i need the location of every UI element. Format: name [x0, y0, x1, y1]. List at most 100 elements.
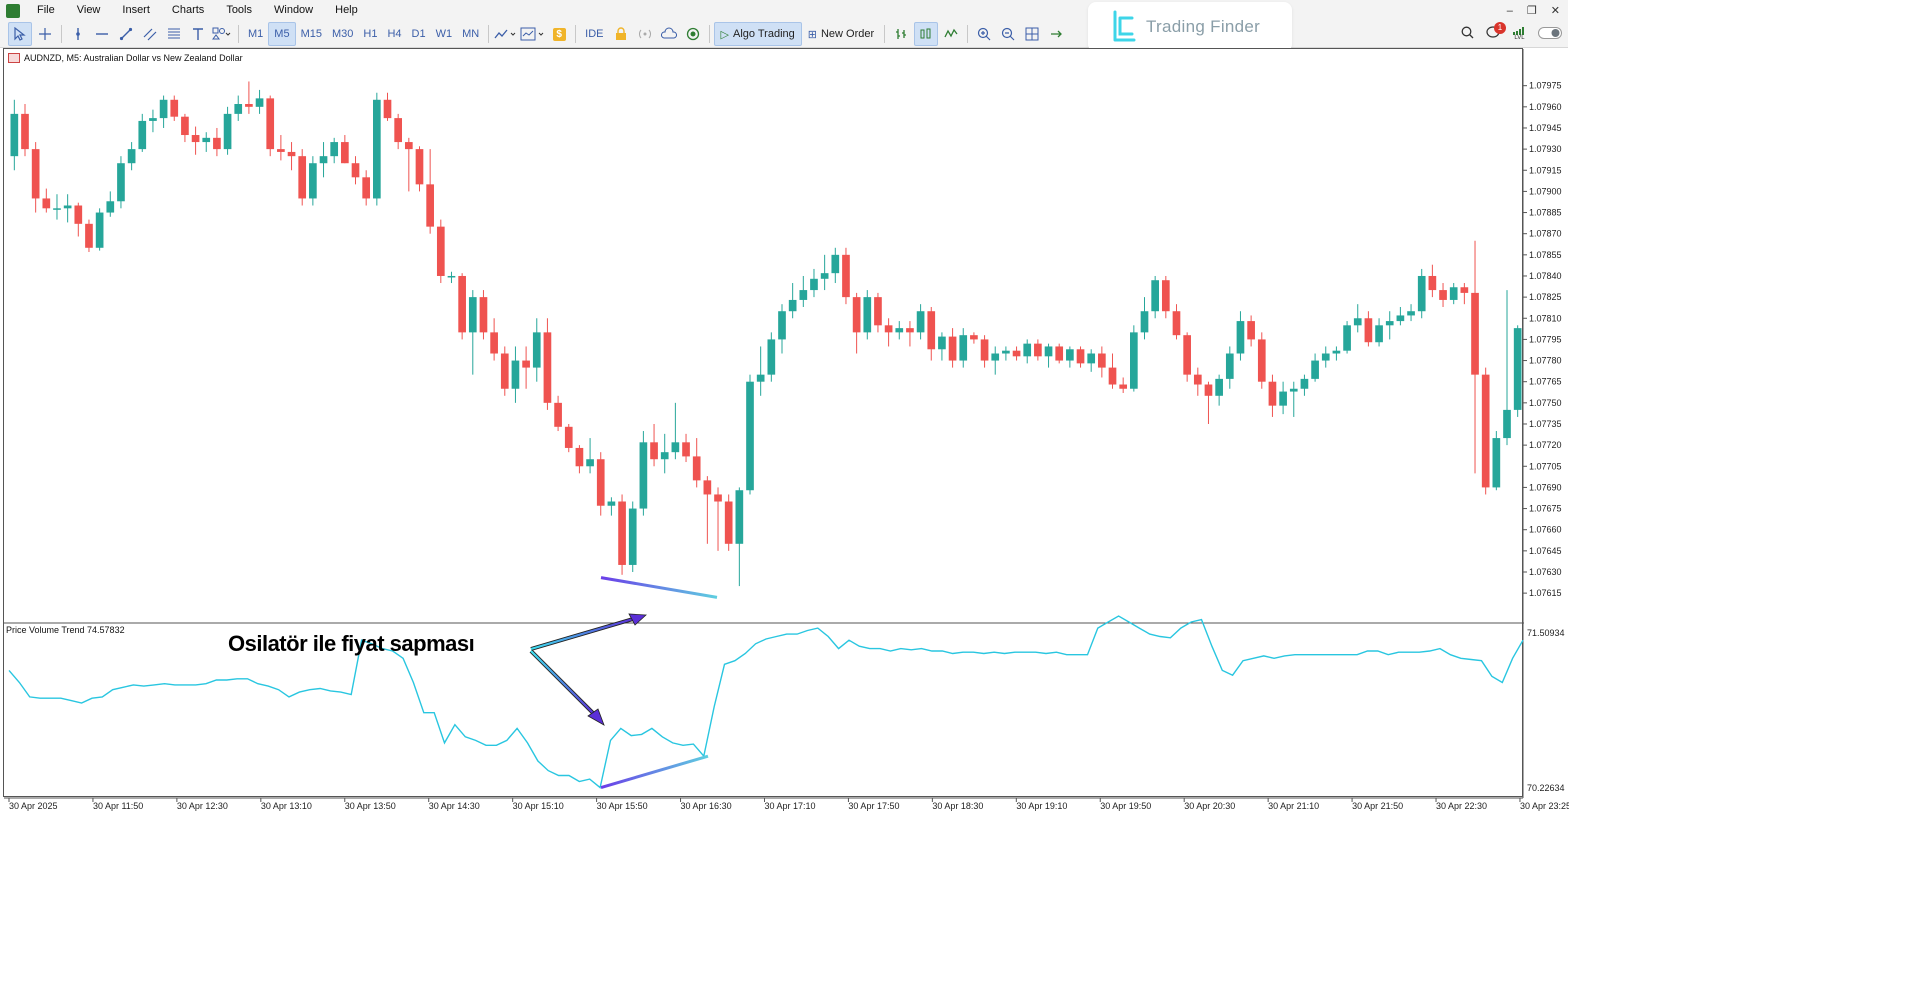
candle — [53, 194, 61, 220]
timeframe-m5[interactable]: M5 — [268, 22, 296, 46]
vertical-line-icon[interactable] — [67, 23, 89, 45]
candle — [372, 92, 381, 206]
autoscroll-icon[interactable] — [1045, 23, 1067, 45]
candle — [1375, 318, 1383, 347]
menu-view[interactable]: View — [76, 4, 101, 16]
crosshair-icon[interactable] — [34, 23, 56, 45]
separator — [575, 25, 577, 43]
candle — [1289, 381, 1298, 417]
timeframe-m1[interactable]: M1 — [248, 28, 264, 40]
timeframe-h4[interactable]: H4 — [387, 28, 402, 40]
menu-window[interactable]: Window — [274, 4, 314, 16]
candle — [1044, 343, 1053, 368]
candle-body — [831, 254, 840, 274]
bar-chart-icon[interactable] — [890, 23, 912, 45]
price-tick-label: 1.07870 — [1529, 229, 1562, 239]
price-tick-label: 1.07660 — [1529, 525, 1562, 535]
signal-icon[interactable] — [634, 23, 656, 45]
price-tick-label: 1.07780 — [1529, 356, 1562, 366]
menu-tools[interactable]: Tools — [226, 4, 252, 16]
menu-insert[interactable]: Insert — [122, 4, 150, 16]
candle — [842, 247, 850, 305]
trading-finder-brand: Trading Finder — [1146, 17, 1261, 36]
toggle-icon[interactable] — [1538, 26, 1562, 42]
price-chart-svg[interactable]: 1.07975 1.07960 1.07945 1.07930 1.07915 1.079… — [4, 49, 1569, 815]
zoom-out-icon[interactable] — [997, 23, 1019, 45]
menu-file[interactable]: File — [37, 4, 55, 16]
arrow-to-oscillator-head — [587, 708, 605, 726]
candle — [564, 423, 573, 453]
timeframe-m30[interactable]: M30 — [331, 28, 354, 40]
candle — [1471, 240, 1479, 474]
candle — [596, 452, 605, 516]
dollar-icon[interactable]: $ — [548, 23, 570, 45]
timeframe-w1[interactable]: W1 — [435, 28, 453, 40]
indicator-tick-label: 70.22634 — [1527, 783, 1565, 793]
candle-body — [1055, 346, 1064, 361]
chat-icon[interactable]: 1 — [1486, 22, 1506, 42]
close-icon[interactable]: ✕ — [1550, 5, 1560, 17]
ide-button[interactable]: IDE — [585, 28, 604, 40]
candle — [1449, 283, 1458, 305]
chart-window[interactable]: 1.07975 1.07960 1.07945 1.07930 1.07915 1.079… — [3, 48, 1569, 811]
candle — [575, 445, 584, 474]
candle-body — [1044, 346, 1053, 357]
candle-body — [266, 98, 275, 150]
cursor-icon[interactable] — [8, 22, 32, 46]
time-tick-label: 30 Apr 20:30 — [1184, 801, 1235, 811]
new-order-button[interactable]: ⊞ New Order — [802, 23, 880, 45]
candle-body — [1300, 378, 1309, 389]
candle-body — [404, 142, 413, 150]
trendline-icon[interactable] — [115, 23, 137, 45]
shapes-icon[interactable] — [211, 23, 233, 45]
candlestick-icon[interactable] — [914, 22, 939, 46]
candle — [266, 95, 275, 157]
channel-icon[interactable] — [139, 23, 161, 45]
candle — [948, 328, 957, 368]
text-icon[interactable] — [187, 23, 209, 45]
line-chart-icon[interactable] — [940, 23, 962, 45]
chart-type-icon[interactable] — [494, 23, 518, 45]
candle-body — [1172, 311, 1181, 336]
candle-body — [458, 275, 466, 333]
search-icon[interactable] — [1461, 26, 1474, 42]
lock-icon[interactable] — [610, 23, 632, 45]
timeframe-mn[interactable]: MN — [462, 28, 480, 40]
price-tick-label: 1.07885 — [1529, 208, 1562, 218]
candle-body — [415, 149, 424, 185]
timeframe-d1[interactable]: D1 — [411, 28, 426, 40]
timeframe-h1[interactable]: H1 — [363, 28, 378, 40]
candle-body — [767, 339, 776, 375]
horizontal-line-icon[interactable] — [91, 23, 113, 45]
indicator-tick-label: 71.50934 — [1527, 628, 1565, 638]
candle — [351, 156, 360, 185]
candle-body — [1268, 381, 1277, 406]
menu-charts[interactable]: Charts — [171, 4, 205, 16]
indicators-icon[interactable] — [520, 23, 546, 45]
candle-body — [426, 184, 434, 227]
candle-body — [1247, 321, 1255, 340]
candle-body — [991, 353, 1000, 361]
candle-body — [948, 336, 957, 361]
separator — [488, 25, 490, 43]
timeframe-m15[interactable]: M15 — [300, 28, 322, 40]
algo-trading-button[interactable]: ▷ Algo Trading — [713, 22, 802, 46]
restore-icon[interactable]: ❐ — [1526, 5, 1537, 17]
candle-body — [1076, 349, 1085, 364]
fibonacci-icon[interactable] — [163, 23, 185, 45]
candle — [970, 332, 978, 344]
candle — [522, 346, 530, 389]
time-axis: 30 Apr 2025 30 Apr 11:50 30 Apr 12:30 30 Ap… — [4, 797, 1569, 811]
candle-body — [1140, 311, 1149, 333]
candle-body — [522, 360, 530, 368]
grid-icon[interactable] — [1021, 23, 1043, 45]
candle-body — [372, 99, 381, 199]
menu-help[interactable]: Help — [335, 4, 358, 16]
minimize-icon[interactable]: – — [1506, 4, 1513, 17]
candle — [618, 494, 626, 575]
candle — [1151, 275, 1160, 319]
vps-icon[interactable] — [682, 23, 704, 45]
candle — [42, 188, 51, 213]
zoom-in-icon[interactable] — [973, 23, 995, 45]
cloud-icon[interactable] — [658, 23, 680, 45]
